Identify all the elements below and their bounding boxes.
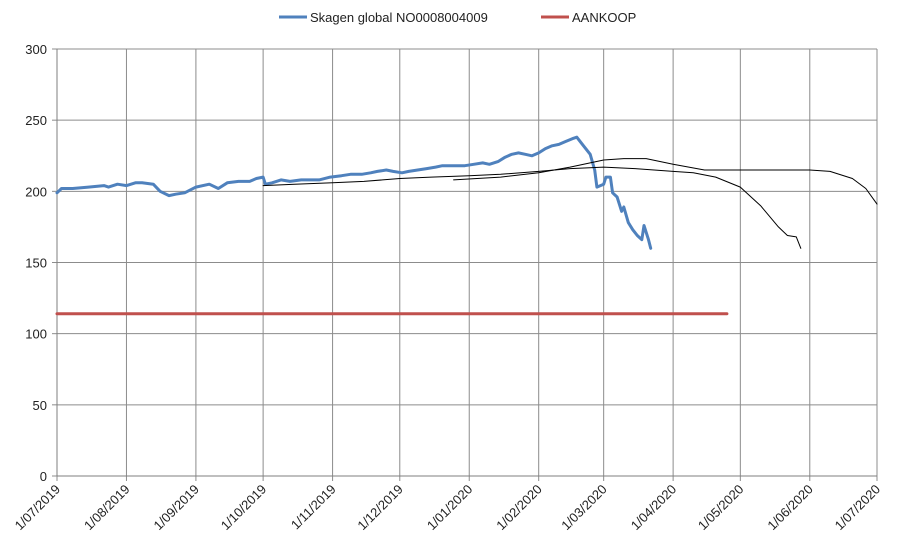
trend-line-1 [262,166,802,249]
y-tick-label: 250 [25,113,47,128]
x-tick-label: 1/01/2020 [424,482,476,534]
series-line-skagen-global [55,135,653,250]
x-tick-label: 1/04/2020 [628,482,680,534]
y-tick-label: 300 [25,42,47,57]
y-tick-label: 200 [25,184,47,199]
legend: Skagen global NO0008004009 AANKOOP [279,10,636,25]
legend-item: AANKOOP [541,10,636,25]
x-tick-label: 1/07/2020 [832,482,884,534]
y-tick-label: 150 [25,256,47,271]
x-tick-label: 1/07/2019 [12,482,64,534]
legend-label: AANKOOP [572,10,636,25]
legend-item: Skagen global NO0008004009 [279,10,488,25]
x-tick-label: 1/06/2020 [764,482,816,534]
x-tick-label: 1/11/2019 [288,482,339,533]
x-tick-label: 1/08/2019 [81,482,133,534]
y-tick-label: 50 [33,398,47,413]
legend-label: Skagen global NO0008004009 [310,10,488,25]
grid-lines [56,48,878,477]
y-tick-label: 100 [25,327,47,342]
trend-line-2 [453,158,878,205]
axes: 0 50 100 150 200 250 300 1/07/2019 1/08/2019 1/09… [12,42,884,533]
x-tick-label: 1/10/2019 [218,482,270,534]
x-tick-label: 1/05/2020 [695,482,747,534]
x-tick-label: 1/12/2019 [354,482,406,534]
y-tick-label: 0 [40,469,47,484]
x-tick-label: 1/03/2020 [558,482,610,534]
series-lines [55,135,878,316]
x-tick-label: 1/02/2020 [493,482,545,534]
x-tick-label: 1/09/2019 [151,482,203,534]
